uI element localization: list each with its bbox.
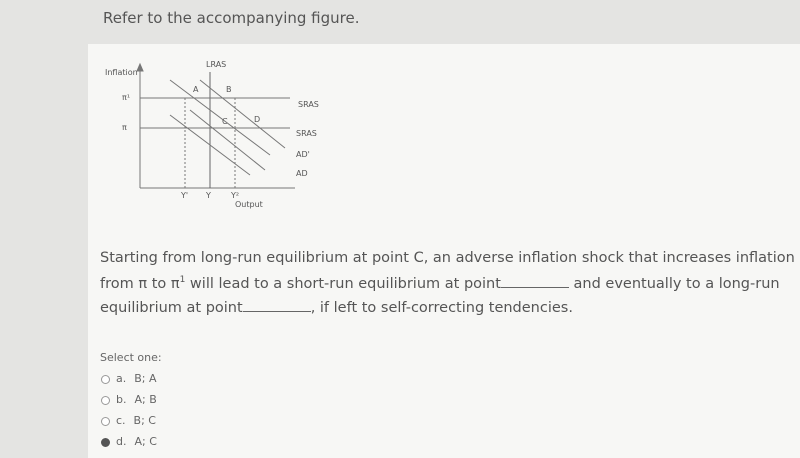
option[interactable]: c. B; C [101,414,156,427]
point-label: A [193,85,199,94]
radio[interactable] [101,395,110,405]
sup: 1 [179,275,186,285]
text: equilibrium at point [100,300,243,316]
text: will lead to a short-run equilibrium at … [185,275,501,292]
option-letter: a. [116,372,127,385]
x-label: Y² [230,191,239,200]
text: and eventually to a long-run [568,275,780,292]
radio[interactable] [101,374,110,384]
curve-label: AD [296,169,308,178]
curve-label: SRAS [296,129,317,138]
x-label: Y [205,191,211,200]
option-text: B; A [134,372,157,385]
axis-label: Inflation [105,68,138,77]
x-label: Y' [180,191,188,200]
pi1-label: π¹ [122,93,130,102]
x-axis-label: Output [235,200,263,209]
option-letter: c. [116,414,126,427]
panel [88,44,800,458]
point-label: C [222,117,228,126]
pi-label: π [122,123,127,132]
option-letter: d. [116,435,127,448]
option-text: B; C [133,414,156,427]
option-text: A; C [134,435,157,448]
figure: Inflation LRAS π¹ π A B C D SRAS SRAS AD… [105,60,319,209]
option[interactable]: a. B; A [101,372,157,385]
question-line: equilibrium at point , if left to self-co… [100,300,573,316]
option[interactable]: d. A; C [101,435,157,448]
blank [242,311,311,312]
option-text: A; B [134,393,157,406]
select-label: Select one: [100,351,162,364]
radio[interactable] [101,416,110,426]
question-line: from π to π1 will lead to a short-run eq… [100,275,780,292]
option[interactable]: b. A; B [101,393,157,406]
blank [500,286,569,288]
point-label: D [254,115,260,124]
curve-label: SRAS [298,100,319,109]
point-label: B [226,85,232,94]
radio[interactable] [101,437,110,447]
curve-label: AD' [296,150,310,159]
prompt: Refer to the accompanying figure. [103,9,360,27]
question-line: Starting from long-run equilibrium at po… [100,250,795,266]
text: from π to π [100,275,180,292]
text: , if left to self-correcting tendencies. [310,300,573,316]
lras-label: LRAS [206,60,226,69]
option-letter: b. [116,393,127,406]
